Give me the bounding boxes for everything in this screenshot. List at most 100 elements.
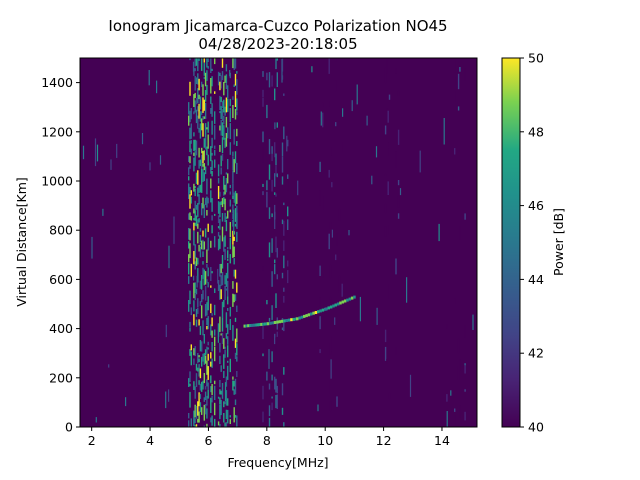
heat-cell [211, 342, 213, 352]
chart-title-line1: Ionogram Jicamarca-Cuzco Polarization NO… [108, 17, 447, 35]
heat-cell [202, 97, 204, 113]
heat-cell [197, 367, 199, 372]
heat-cell [268, 286, 271, 297]
heat-cell [197, 203, 199, 217]
heat-cell [197, 187, 199, 197]
echo-point [250, 323, 254, 327]
heat-cell [214, 149, 216, 156]
heat-cell [211, 415, 213, 426]
interference-band [319, 58, 343, 427]
heat-cell [262, 353, 264, 357]
heat-cell [419, 150, 421, 173]
heat-cell [219, 235, 221, 249]
heat-cell [194, 222, 196, 226]
heat-cell [203, 404, 205, 421]
heat-cell [227, 308, 229, 311]
heat-cell [223, 237, 225, 252]
heat-cell [229, 319, 231, 330]
heat-cell [82, 145, 85, 160]
heat-cell [220, 75, 222, 89]
heat-cell [229, 222, 231, 237]
heat-cell [203, 204, 205, 218]
heat-cell [220, 289, 222, 300]
heat-cell [322, 196, 324, 210]
heat-cell [220, 155, 222, 167]
heat-cell [203, 425, 205, 427]
heat-cell [329, 296, 332, 300]
heat-cell [336, 396, 338, 407]
heat-cell [207, 347, 209, 350]
plot-frame [79, 57, 478, 428]
heat-cell [359, 296, 361, 322]
heat-cell [225, 390, 228, 406]
heat-cell [271, 271, 273, 287]
heat-cell [219, 424, 221, 427]
echo-point [283, 319, 286, 323]
heat-cell [225, 74, 228, 83]
heat-cell [283, 126, 285, 140]
echo-point [307, 313, 311, 317]
heat-cell [194, 244, 196, 259]
heat-cell [223, 197, 225, 205]
heat-cell [236, 356, 238, 362]
heat-cell [204, 228, 207, 238]
heat-cell [341, 58, 343, 61]
heat-cell [211, 395, 213, 403]
heat-cell [217, 215, 220, 223]
heat-cell [229, 142, 231, 155]
heat-cell [168, 245, 170, 269]
heat-cell [227, 324, 229, 335]
heat-cell [351, 100, 353, 112]
heat-cell [199, 111, 202, 122]
y-axis: 0 200 400 600 800 1000 1200 1400 [41, 75, 80, 435]
heat-cell [328, 169, 330, 178]
heat-cell [197, 418, 199, 423]
echo-point [243, 324, 246, 328]
heat-cell [283, 240, 285, 251]
heat-cell [198, 411, 200, 423]
heat-cell [384, 203, 387, 214]
heat-cell [207, 121, 209, 133]
heat-cell [459, 359, 461, 371]
heat-cell [281, 383, 284, 396]
heat-cell [159, 155, 162, 165]
interference-band [446, 58, 466, 427]
heat-cell [199, 340, 202, 352]
heat-cell [193, 314, 195, 326]
heat-cell [210, 267, 212, 281]
interference-band [188, 58, 238, 427]
heat-cell [194, 188, 196, 197]
heat-cell [197, 268, 199, 283]
heat-cell [331, 182, 333, 188]
echo-point [319, 309, 322, 313]
heat-cell [96, 144, 99, 162]
heat-cell [214, 288, 216, 293]
heat-cell [320, 111, 322, 126]
heat-cell [214, 304, 216, 316]
heat-cell [195, 140, 198, 156]
heat-cell [206, 279, 208, 283]
heat-cell [446, 411, 448, 427]
heat-cell [457, 150, 460, 153]
heat-cell [210, 352, 212, 359]
heat-cell [203, 373, 205, 384]
x-axis-label: Frequency[MHz] [227, 455, 328, 470]
y-tick-label: 1200 [41, 124, 73, 139]
heat-cell [224, 346, 226, 349]
echo-point [278, 320, 281, 324]
heat-cell [201, 147, 203, 154]
heat-cell [274, 333, 276, 345]
heat-cell [214, 159, 216, 168]
heat-cell [203, 172, 205, 182]
heat-cell [201, 111, 203, 115]
heat-cell [232, 245, 234, 258]
echo-point [252, 323, 256, 327]
heat-cell [203, 99, 205, 111]
echo-point [260, 322, 263, 326]
heat-cell [234, 151, 237, 164]
heat-cell [210, 417, 212, 423]
echo-point [312, 311, 315, 315]
heat-cell [194, 418, 196, 423]
heat-cell [220, 167, 222, 175]
heat-cell [173, 216, 175, 244]
